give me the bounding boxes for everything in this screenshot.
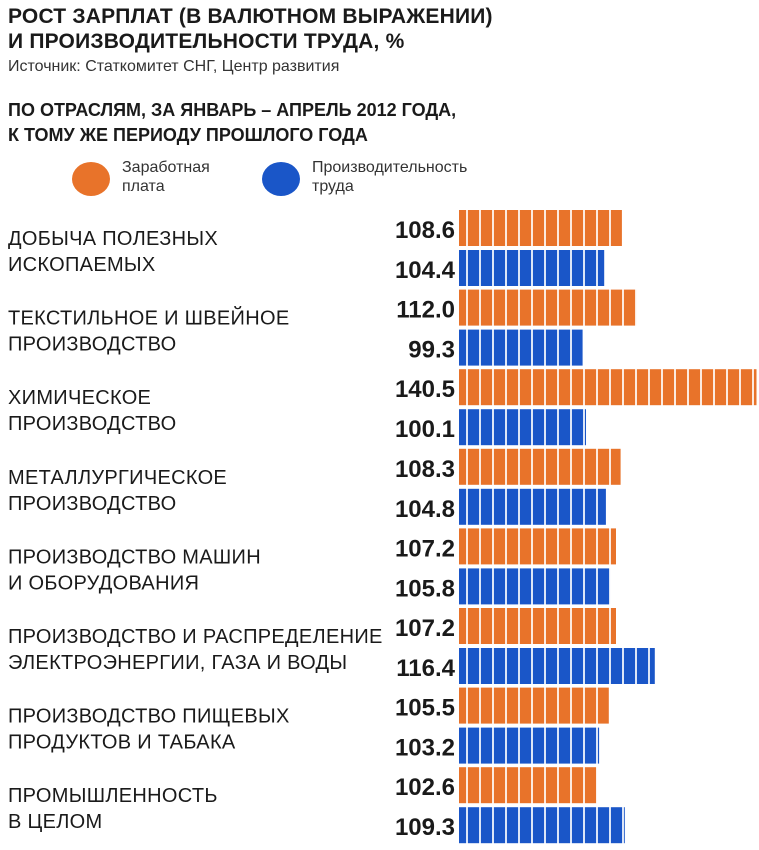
- data-label: 99.3: [408, 337, 455, 364]
- bar-wages: [459, 369, 757, 406]
- chart-title-line1: РОСТ ЗАРПЛАТ (В ВАЛЮТНОМ ВЫРАЖЕНИИ): [8, 5, 493, 28]
- bar-wages: [459, 210, 622, 246]
- legend-swatch-wages: [72, 162, 110, 196]
- data-label: 108.6: [395, 217, 455, 244]
- category-label: ПРОИЗВОДСТВО И РАСПРЕДЕЛЕНИЕ: [8, 626, 383, 648]
- data-label: 140.5: [395, 376, 455, 403]
- category-label: ПРОИЗВОДСТВО: [8, 413, 176, 435]
- category-label: ТЕКСТИЛЬНОЕ И ШВЕЙНОЕ: [8, 306, 289, 330]
- bar-productivity: [459, 568, 611, 605]
- legend-label-productivity-line1: Производительность: [312, 159, 468, 176]
- data-label: 116.4: [396, 655, 455, 682]
- category-label: В ЦЕЛОМ: [8, 811, 102, 833]
- category-label: И ОБОРУДОВАНИЯ: [8, 572, 199, 594]
- chart-subtitle-line1: ПО ОТРАСЛЯМ, ЗА ЯНВАРЬ – АПРЕЛЬ 2012 ГОД…: [8, 100, 457, 120]
- category-label: ИСКОПАЕМЫХ: [8, 254, 156, 276]
- category-label: ДОБЫЧА ПОЛЕЗНЫХ: [8, 228, 218, 250]
- category-label: ПРОИЗВОДСТВО: [8, 334, 176, 356]
- chart-subtitle: ПО ОТРАСЛЯМ, ЗА ЯНВАРЬ – АПРЕЛЬ 2012 ГОД…: [8, 98, 608, 148]
- bar-productivity: [459, 329, 583, 366]
- data-label: 103.2: [395, 735, 455, 762]
- bar-productivity: [459, 409, 586, 446]
- bar-wages: [459, 767, 597, 804]
- bar-wages: [459, 289, 637, 326]
- data-label: 105.5: [395, 695, 455, 722]
- bar-wages: [459, 528, 616, 565]
- category-label: ПРОМЫШЛЕННОСТЬ: [8, 785, 218, 807]
- data-label: 104.8: [395, 496, 455, 523]
- category-label: ПРОИЗВОДСТВО ПИЩЕВЫХ: [8, 706, 290, 728]
- category-label: ПРОИЗВОДСТВО: [8, 493, 176, 515]
- data-label: 109.3: [395, 814, 455, 841]
- chart-title-line2: И ПРОИЗВОДИТЕЛЬНОСТИ ТРУДА, %: [8, 30, 405, 53]
- bar-productivity: [459, 250, 605, 286]
- category-label: ЭЛЕКТРОЭНЕРГИИ, ГАЗА И ВОДЫ: [8, 652, 347, 674]
- legend-label-wages-line2: плата: [122, 178, 165, 195]
- chart-subtitle-line2: К ТОМУ ЖЕ ПЕРИОДУ ПРОШЛОГО ГОДА: [8, 125, 368, 145]
- category-label: ПРОИЗВОДСТВО МАШИН: [8, 546, 261, 568]
- data-label: 105.8: [395, 575, 455, 602]
- bar-productivity: [459, 648, 655, 684]
- data-label: 107.2: [395, 615, 455, 642]
- data-label: 102.6: [395, 774, 455, 801]
- category-label: ПРОДУКТОВ И ТАБАКА: [8, 732, 236, 754]
- bar-wages: [459, 687, 609, 724]
- data-label: 104.4: [395, 257, 456, 284]
- bar-productivity: [459, 807, 625, 844]
- legend-swatch-productivity: [262, 162, 300, 196]
- category-label: ХИМИЧЕСКОЕ: [8, 387, 151, 409]
- data-label: 112.0: [396, 297, 455, 324]
- bar-wages: [459, 448, 621, 485]
- bar-chart: ДОБЫЧА ПОЛЕЗНЫХ ИСКОПАЕМЫХ 108.6 104.4 ТЕКСТ…: [8, 210, 757, 844]
- data-label: 108.3: [395, 456, 455, 483]
- bar-productivity: [459, 727, 600, 764]
- bar-productivity: [459, 488, 606, 525]
- data-label: 107.2: [395, 535, 455, 562]
- bar-wages: [459, 608, 616, 644]
- chart-title: РОСТ ЗАРПЛАТ (В ВАЛЮТНОМ ВЫРАЖЕНИИ) И ПР…: [8, 4, 608, 54]
- category-label: МЕТАЛЛУРГИЧЕСКОЕ: [8, 467, 227, 489]
- legend-label-productivity-line2: труда: [312, 178, 354, 195]
- data-label: 100.1: [395, 416, 455, 443]
- chart-source: Источник: Статкомитет СНГ, Центр развити…: [8, 58, 340, 75]
- legend-label-wages-line1: Заработная: [122, 159, 210, 176]
